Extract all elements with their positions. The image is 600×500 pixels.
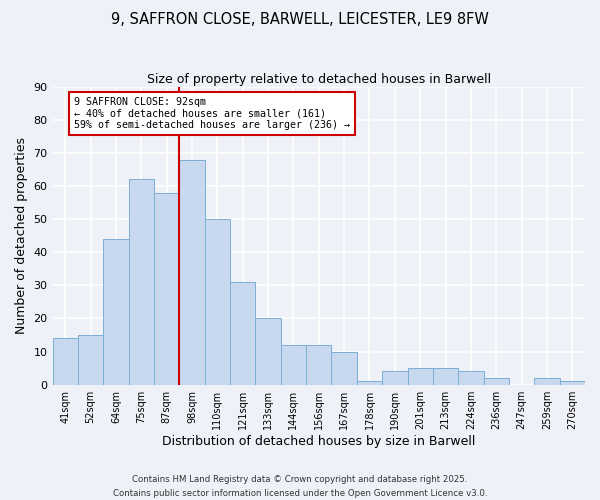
Bar	[458, 372, 484, 384]
Bar	[205, 219, 230, 384]
Bar	[484, 378, 509, 384]
Bar	[128, 180, 154, 384]
Bar	[407, 368, 433, 384]
Text: 9, SAFFRON CLOSE, BARWELL, LEICESTER, LE9 8FW: 9, SAFFRON CLOSE, BARWELL, LEICESTER, LE…	[111, 12, 489, 28]
Y-axis label: Number of detached properties: Number of detached properties	[15, 137, 28, 334]
Bar	[560, 382, 585, 384]
Bar	[382, 372, 407, 384]
Title: Size of property relative to detached houses in Barwell: Size of property relative to detached ho…	[147, 72, 491, 86]
Bar	[103, 239, 128, 384]
Bar	[154, 192, 179, 384]
Bar	[256, 318, 281, 384]
Bar	[53, 338, 78, 384]
X-axis label: Distribution of detached houses by size in Barwell: Distribution of detached houses by size …	[162, 434, 475, 448]
Text: Contains HM Land Registry data © Crown copyright and database right 2025.
Contai: Contains HM Land Registry data © Crown c…	[113, 476, 487, 498]
Bar	[230, 282, 256, 384]
Bar	[281, 345, 306, 385]
Bar	[179, 160, 205, 384]
Bar	[357, 382, 382, 384]
Bar	[534, 378, 560, 384]
Bar	[433, 368, 458, 384]
Text: 9 SAFFRON CLOSE: 92sqm
← 40% of detached houses are smaller (161)
59% of semi-de: 9 SAFFRON CLOSE: 92sqm ← 40% of detached…	[74, 96, 350, 130]
Bar	[331, 352, 357, 384]
Bar	[306, 345, 331, 385]
Bar	[78, 335, 103, 384]
